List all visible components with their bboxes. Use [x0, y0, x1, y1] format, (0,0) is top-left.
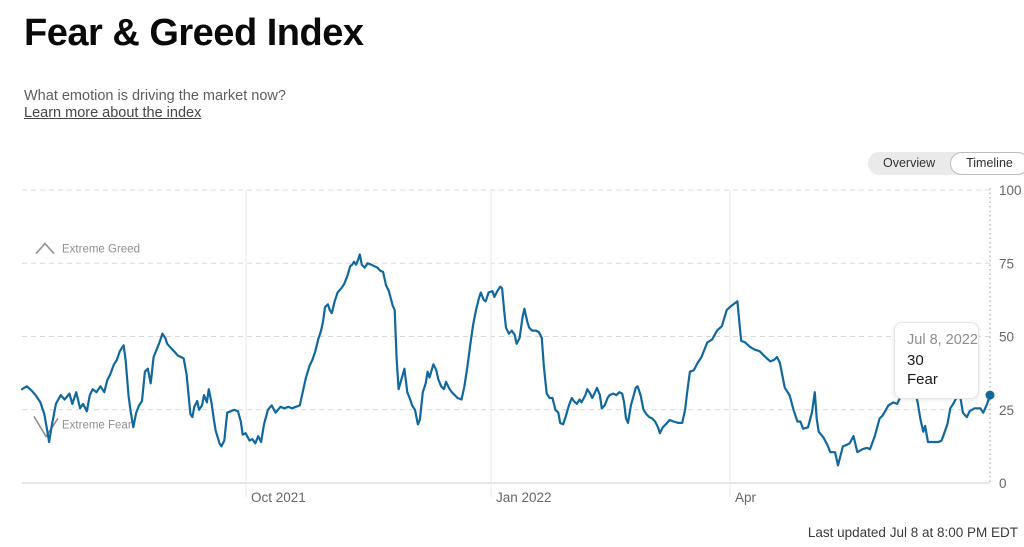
extreme-greed-label: Extreme Greed [62, 244, 140, 256]
extreme-fear-label: Extreme Fear [62, 419, 132, 431]
learn-more-link[interactable]: Learn more about the index [24, 105, 202, 121]
y-tick-label: 50 [999, 330, 1014, 345]
y-tick-label: 0 [999, 476, 1007, 491]
y-tick-label: 75 [999, 256, 1014, 271]
x-tick-label: Jan 2022 [496, 490, 552, 505]
latest-point-marker[interactable] [985, 390, 995, 400]
fear-greed-timeline-chart[interactable]: Oct 2021 Jan 2022 Apr 0 25 50 75 100 Extreme Gre… [0, 183, 1024, 515]
page-subtitle: What emotion is driving the market now? [24, 88, 286, 104]
x-tick-label: Apr [735, 490, 757, 505]
tooltip-value: 30 [907, 351, 924, 369]
y-tick-label: 100 [999, 185, 1022, 198]
x-tick-label: Oct 2021 [251, 490, 306, 505]
page-title: Fear & Greed Index [24, 12, 364, 54]
y-tick-label: 25 [999, 403, 1014, 418]
chart-canvas[interactable]: Oct 2021 Jan 2022 Apr 0 25 50 75 100 Extreme Gre… [0, 183, 1024, 515]
chart-tooltip: Jul 8, 2022 30 Fear [894, 322, 979, 399]
tooltip-sentiment-label: Fear [907, 370, 938, 388]
chevron-up-icon [35, 242, 55, 255]
tooltip-date: Jul 8, 2022 [907, 332, 978, 348]
chevron-down-icon [33, 415, 59, 438]
view-toggle: Overview Timeline [868, 152, 1024, 175]
last-updated-text: Last updated Jul 8 at 8:00 PM EDT [807, 525, 1018, 540]
toggle-timeline-button[interactable]: Timeline [950, 152, 1024, 175]
index-series-line [20, 253, 992, 467]
toggle-overview-button[interactable]: Overview [868, 152, 950, 175]
